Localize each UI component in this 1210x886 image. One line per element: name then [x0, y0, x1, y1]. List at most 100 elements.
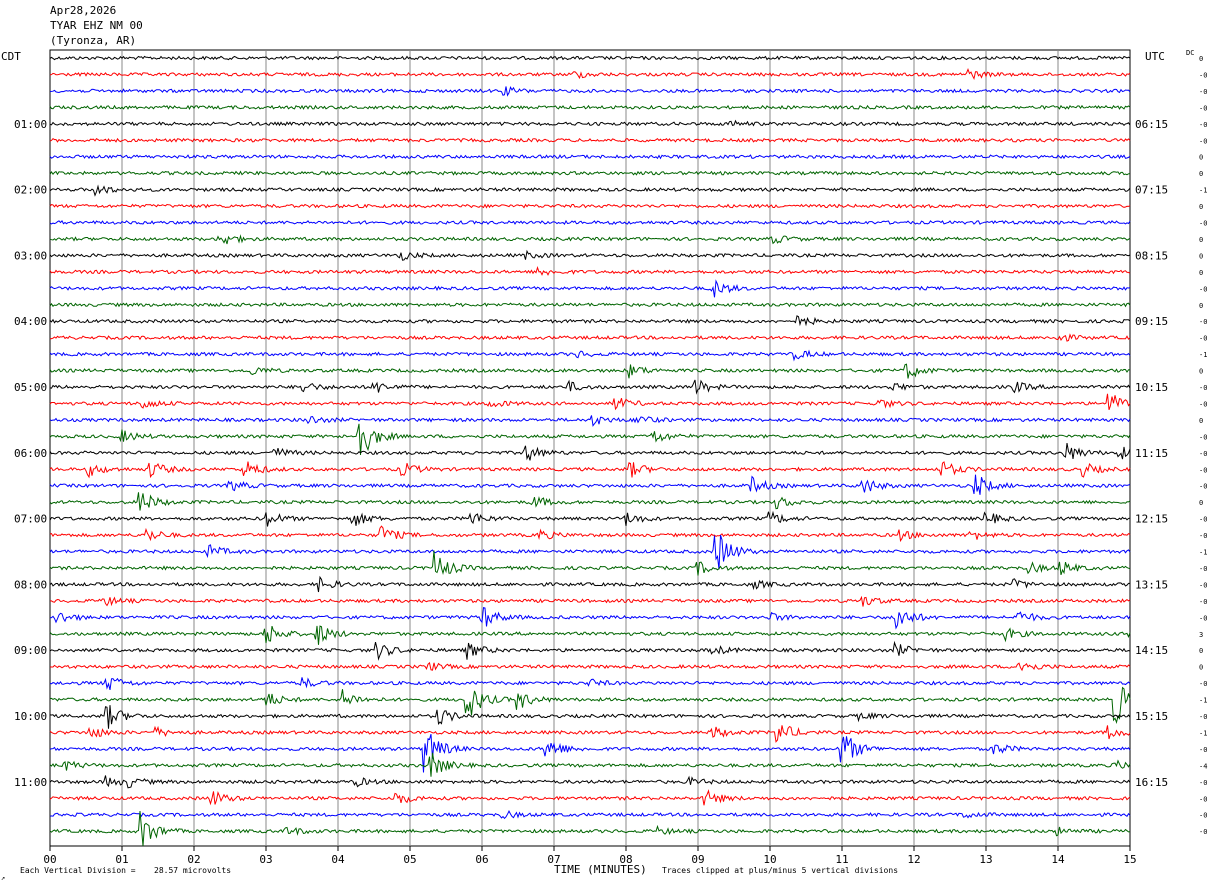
- dc-offset-label: -0: [1199, 220, 1207, 228]
- dc-offset-label: -0: [1199, 713, 1207, 721]
- seismic-trace: [49, 104, 1131, 110]
- right-hour-label: 08:15: [1135, 249, 1168, 262]
- dc-offset-label: -4: [1199, 762, 1207, 770]
- seismic-trace: [49, 170, 1131, 176]
- seismic-trace: [49, 677, 1131, 691]
- dc-offset-label: 0: [1199, 664, 1203, 672]
- left-hour-label: 05:00: [14, 381, 47, 394]
- x-tick-label: 13: [979, 853, 992, 866]
- left-hour-label: 11:00: [14, 776, 47, 789]
- dc-offset-label: 0: [1199, 55, 1203, 63]
- scale-value: 28.57 microvolts: [154, 866, 232, 875]
- seismic-trace: [49, 279, 1131, 298]
- x-tick-label: 15: [1123, 853, 1136, 866]
- dc-offset-label: -0: [1199, 812, 1207, 820]
- x-axis-title: TIME (MINUTES): [554, 863, 647, 876]
- seismic-trace: [49, 752, 1131, 777]
- right-hour-label: 11:15: [1135, 447, 1168, 460]
- x-tick-label: 07: [547, 853, 560, 866]
- dc-offset-label: -0: [1199, 384, 1207, 392]
- right-timezone-label: UTC: [1145, 50, 1165, 63]
- seismic-trace: [49, 575, 1130, 593]
- left-hour-label: 10:00: [14, 710, 47, 723]
- dc-offset-label: -0: [1199, 466, 1207, 474]
- seismic-trace: [49, 393, 1131, 411]
- plot-date: Apr28,2026: [50, 4, 117, 17]
- seismic-trace: [49, 203, 1131, 209]
- x-tick-label: 08: [619, 853, 632, 866]
- dc-offset-label: -0: [1199, 433, 1207, 441]
- seismic-trace: [49, 625, 1131, 645]
- dc-offset-label: -0: [1199, 318, 1207, 326]
- dc-offset-label: -1: [1199, 697, 1207, 705]
- dc-offset-label: -0: [1199, 680, 1207, 688]
- dc-offset-label: -0: [1199, 137, 1207, 145]
- plot-frame: [49, 49, 1131, 847]
- left-hour-label: 01:00: [14, 118, 47, 131]
- seismic-trace: [50, 595, 1131, 607]
- dc-offset-label: -0: [1199, 532, 1207, 540]
- seismic-trace: [49, 154, 1131, 160]
- dc-offset-label: -0: [1199, 88, 1207, 96]
- dc-offset-label: -0: [1199, 104, 1207, 112]
- seismic-trace: [49, 789, 1131, 806]
- seismic-trace: [49, 810, 1131, 847]
- dc-offset-label: -1: [1199, 187, 1207, 195]
- dc-offset-label: -0: [1199, 614, 1207, 622]
- seismic-trace: [49, 535, 1131, 570]
- seismic-trace: [49, 234, 1131, 245]
- seismic-trace: [49, 525, 1131, 543]
- seismic-trace: [49, 349, 1131, 362]
- right-hour-label: 15:15: [1135, 710, 1168, 723]
- seismic-trace: [49, 333, 1131, 342]
- seismic-trace: [49, 315, 1131, 327]
- seismic-trace: [49, 137, 1131, 143]
- dc-offset-label: -0: [1199, 335, 1207, 343]
- seismic-trace: [49, 363, 1131, 379]
- seismic-trace: [49, 640, 1131, 661]
- dc-offset-label: -0: [1199, 483, 1207, 491]
- seismic-trace: [49, 184, 1131, 197]
- right-hour-label: 16:15: [1135, 776, 1168, 789]
- right-hour-label: 10:15: [1135, 381, 1168, 394]
- dc-offset-label: -0: [1199, 581, 1207, 589]
- seismic-trace: [49, 725, 1131, 743]
- dc-offset-label: -0: [1199, 450, 1207, 458]
- right-hour-label: 12:15: [1135, 513, 1168, 526]
- right-hour-label: 07:15: [1135, 184, 1168, 197]
- x-tick-label: 11: [835, 853, 848, 866]
- seismic-trace: [49, 461, 1131, 479]
- seismic-trace: [49, 705, 1131, 729]
- dc-offset-label: 0: [1199, 236, 1203, 244]
- x-tick-label: 06: [475, 853, 488, 866]
- dc-offset-label: 0: [1199, 368, 1203, 376]
- seismic-trace: [49, 249, 1131, 261]
- dc-offset-label: 0: [1199, 499, 1203, 507]
- station-code: TYAR EHZ NM 00: [50, 19, 143, 32]
- dc-offset-label: 0: [1199, 269, 1203, 277]
- dc-offset-label: 0: [1199, 417, 1203, 425]
- dc-offset-label: 0: [1199, 302, 1203, 310]
- dc-header-label: DC: [1186, 49, 1195, 57]
- seismic-trace: [49, 606, 1131, 630]
- left-hour-label: 04:00: [14, 315, 47, 328]
- left-hour-label: 03:00: [14, 249, 47, 262]
- dc-offset-label: -0: [1199, 121, 1207, 129]
- dc-offset-label: -0: [1199, 565, 1207, 573]
- left-hour-label: 09:00: [14, 644, 47, 657]
- station-location: (Tyronza, AR): [50, 34, 137, 47]
- seismic-trace: [49, 55, 1131, 61]
- left-hour-label: 07:00: [14, 513, 47, 526]
- dc-offset-label: -0: [1199, 795, 1207, 803]
- seismic-trace: [49, 734, 1131, 773]
- corner-mark-icon: ↗: [1, 874, 5, 882]
- x-tick-label: 03: [259, 853, 272, 866]
- seismic-trace: [49, 775, 1131, 789]
- x-tick-label: 02: [187, 853, 200, 866]
- left-timezone-label: CDT: [1, 50, 21, 63]
- dc-offset-label: -0: [1199, 71, 1207, 79]
- right-hour-label: 14:15: [1135, 644, 1168, 657]
- dc-offset-label: -0: [1199, 779, 1207, 787]
- dc-offset-label: 0: [1199, 647, 1203, 655]
